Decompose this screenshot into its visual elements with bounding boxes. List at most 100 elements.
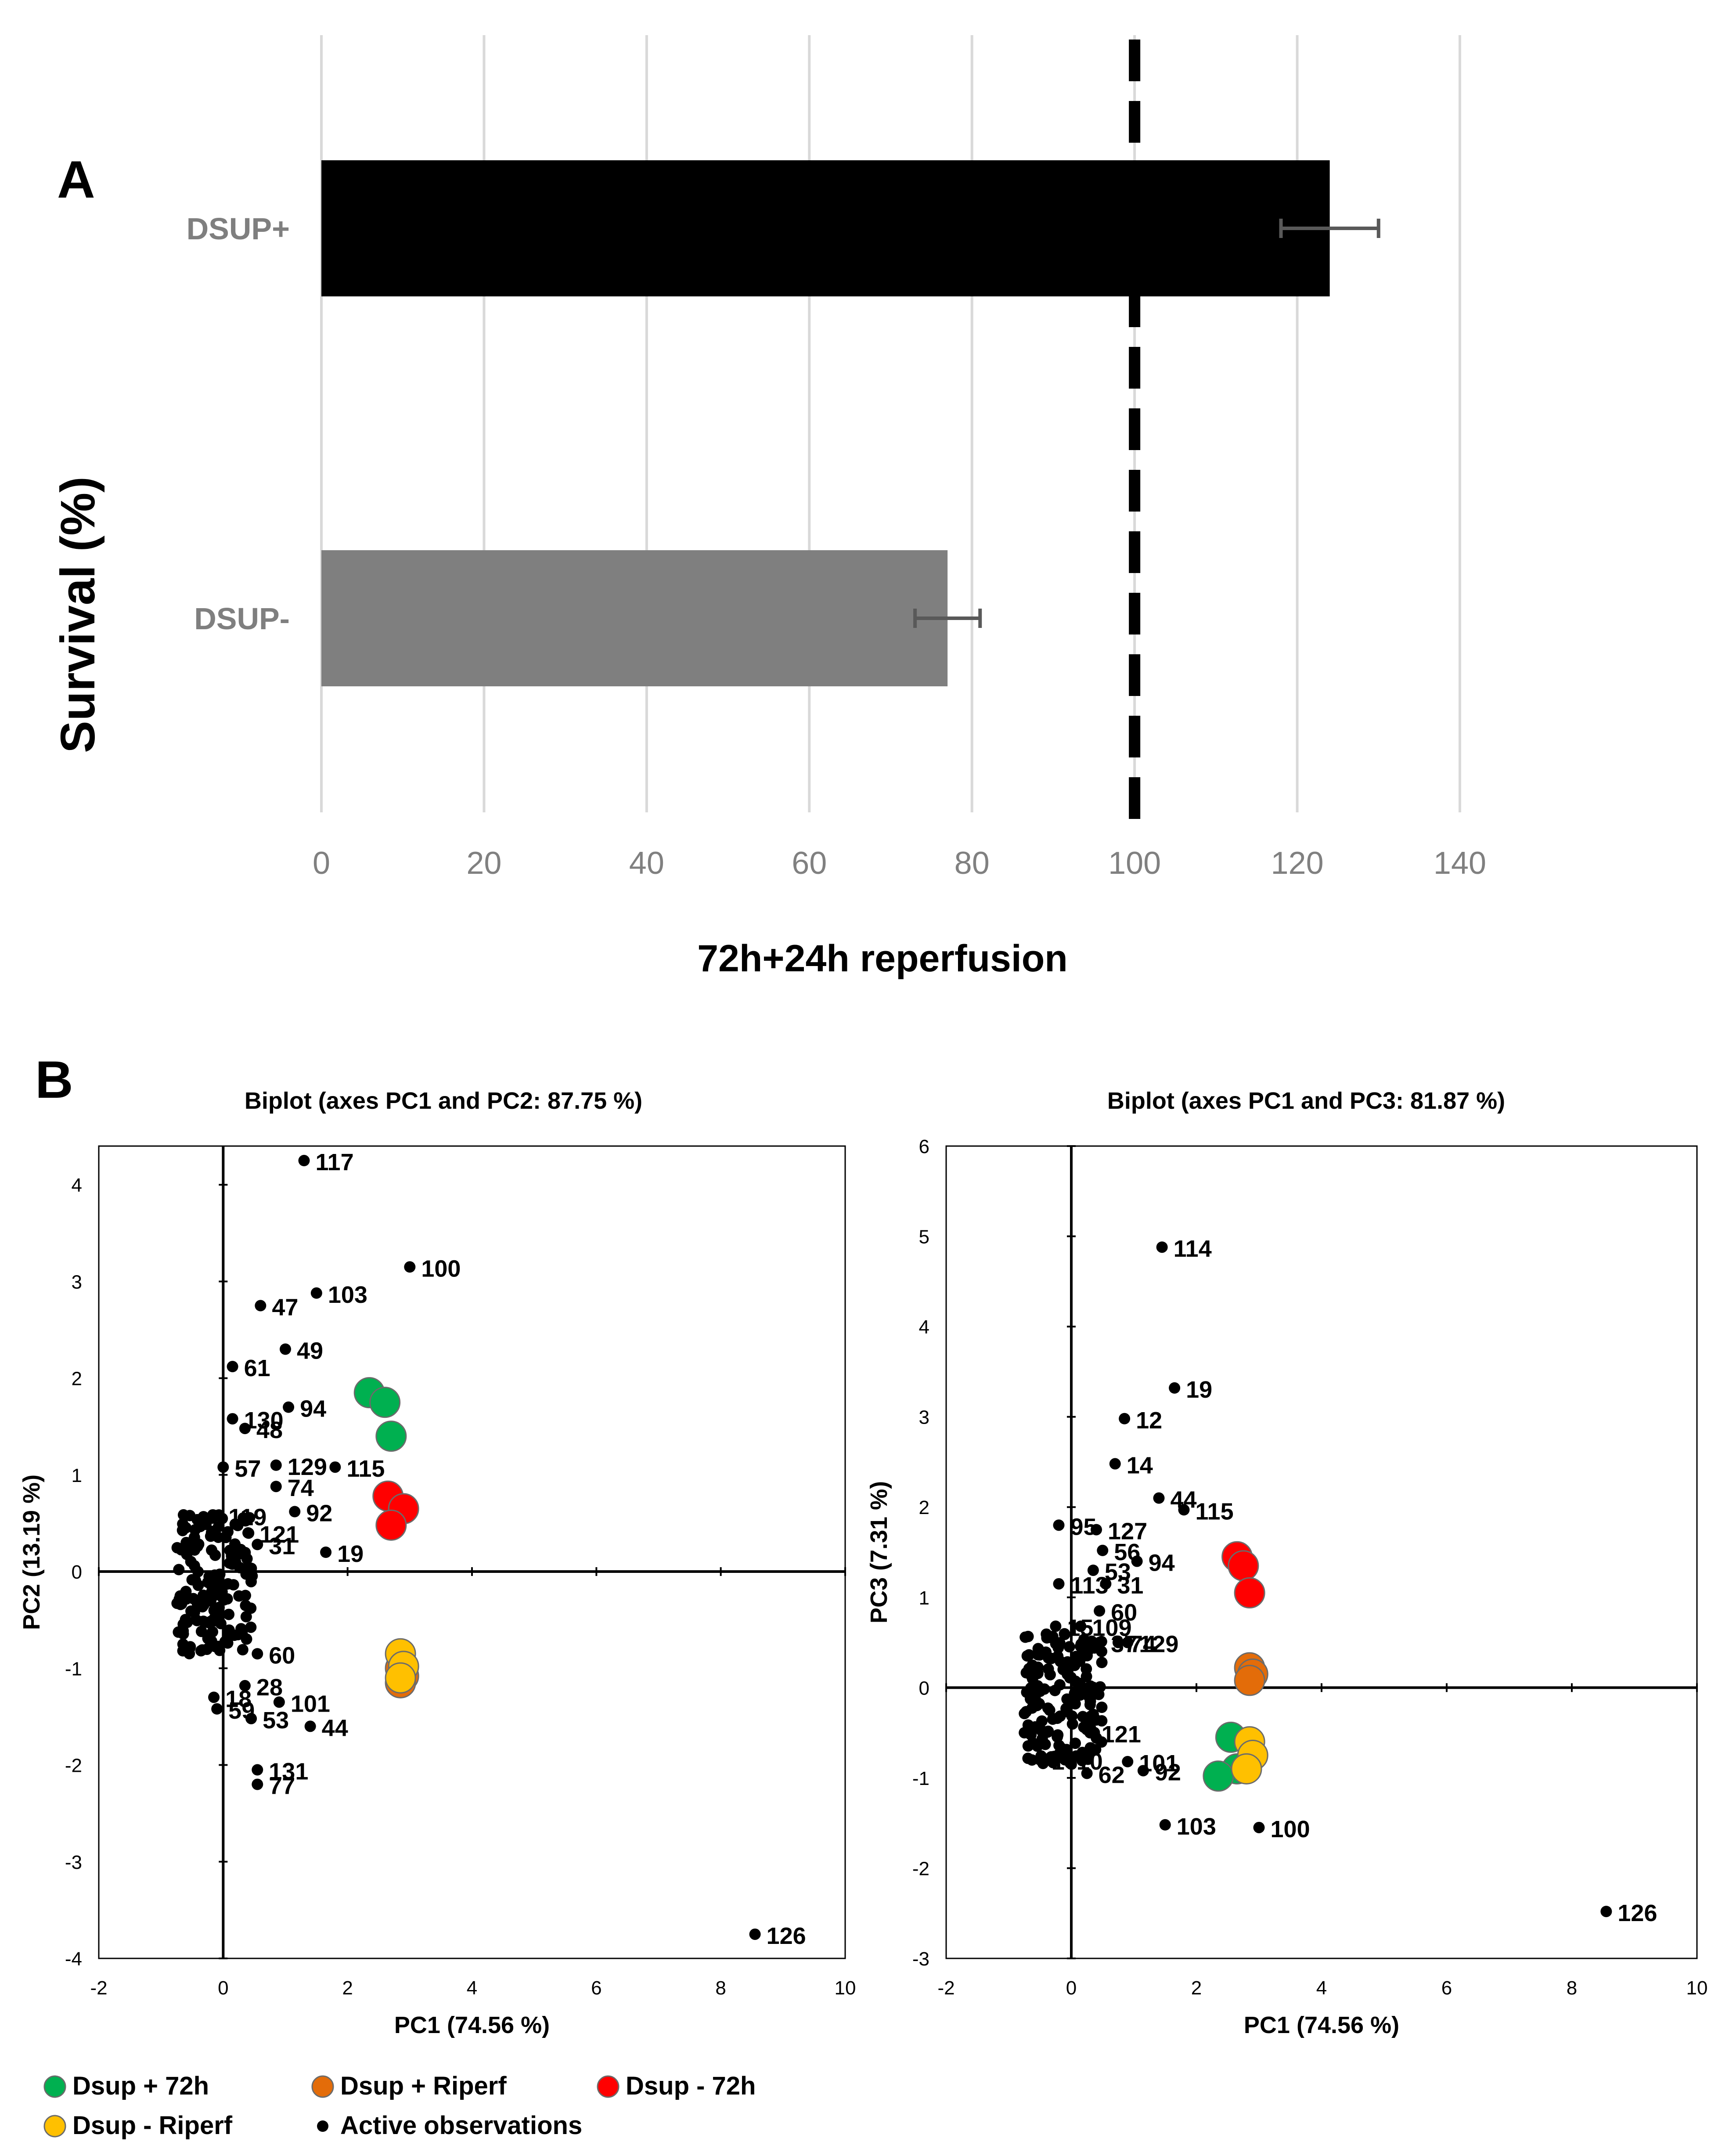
observation-point-37 — [1094, 1637, 1106, 1648]
observation-label-60: 60 — [269, 1642, 295, 1669]
survival-x-tick-label: 20 — [466, 846, 501, 881]
observation-point-101 — [1122, 1756, 1134, 1767]
observation-point-77 — [252, 1778, 263, 1790]
biplot-y-tick-label: -4 — [65, 1948, 82, 1970]
survival-x-tick-label: 140 — [1434, 846, 1486, 881]
active-observation-point — [229, 1518, 241, 1530]
observation-label-109: 109 — [1092, 1615, 1131, 1641]
active-observation-point — [218, 1594, 230, 1606]
active-observation-point — [173, 1564, 185, 1576]
active-observation-point — [1084, 1695, 1096, 1707]
observation-point-49 — [280, 1343, 291, 1355]
observation-label-131: 131 — [269, 1759, 308, 1785]
biplot-x-tick-label: 2 — [342, 1977, 353, 1999]
active-observation-point — [1096, 1657, 1108, 1669]
observation-label-47: 47 — [272, 1294, 298, 1320]
observation-point-61 — [227, 1361, 238, 1373]
group-point-dsup-riperf — [385, 1662, 416, 1694]
survival-x-axis-label: 72h+24h reperfusion — [697, 937, 1068, 980]
legend-marker — [317, 2120, 328, 2132]
active-observation-point — [1022, 1752, 1034, 1764]
legend-marker — [43, 2075, 66, 2098]
active-observation-point — [1084, 1742, 1096, 1754]
active-observation-point — [1096, 1715, 1108, 1727]
observation-point-101 — [273, 1696, 285, 1708]
biplot-y-tick-label: 0 — [72, 1561, 82, 1583]
group-point-dsup-72h — [369, 1387, 401, 1418]
active-observation-point — [1052, 1713, 1063, 1724]
observation-point-12 — [1119, 1413, 1131, 1424]
legend-label: Dsup + 72h — [72, 2072, 209, 2100]
biplot-x-tick-label: 0 — [1066, 1977, 1077, 1999]
observation-label-94: 94 — [1149, 1550, 1175, 1576]
active-observation-point — [235, 1623, 247, 1635]
active-observation-point — [1021, 1726, 1033, 1738]
active-observation-point — [180, 1522, 192, 1534]
active-observation-point — [177, 1509, 189, 1521]
observation-label-114: 114 — [1174, 1236, 1212, 1262]
active-observation-point — [177, 1638, 189, 1650]
active-observation-point — [1084, 1680, 1096, 1692]
active-observation-point — [1096, 1645, 1108, 1657]
biplot-title: Biplot (axes PC1 and PC2: 87.75 %) — [245, 1088, 642, 1114]
active-observation-point — [1052, 1731, 1063, 1743]
active-observation-point — [1025, 1682, 1037, 1694]
active-observation-point — [1042, 1702, 1054, 1714]
observation-point-100 — [404, 1261, 416, 1273]
active-observation-point — [1042, 1652, 1054, 1664]
biplot-pc1-pc3: Biplot (axes PC1 and PC3: 81.87 %) -2 0 2 4 6… — [866, 1088, 1707, 2038]
observation-label-126: 126 — [1617, 1900, 1657, 1926]
biplot-x-tick-label: 0 — [218, 1977, 228, 1999]
active-observation-point — [195, 1626, 207, 1637]
observation-point-56 — [1097, 1544, 1109, 1556]
active-observation-point — [240, 1611, 252, 1622]
observation-label-74: 74 — [1130, 1631, 1156, 1658]
observation-label-14: 14 — [1127, 1453, 1153, 1479]
survival-category-label: DSUP+ — [187, 212, 290, 246]
survival-bar-DSUP+ — [321, 160, 1330, 296]
observation-point-44 — [1153, 1492, 1165, 1504]
survival-bars — [321, 40, 1380, 826]
survival-x-tick-label: 120 — [1271, 846, 1324, 881]
group-point-dsup-riperf — [1231, 1753, 1262, 1785]
observation-label-62: 62 — [1099, 1762, 1125, 1788]
active-observation-point — [1059, 1628, 1070, 1640]
observation-point-129 — [270, 1459, 282, 1471]
legend-marker — [311, 2075, 334, 2098]
biplot-y-tick-label: 1 — [72, 1465, 82, 1486]
observation-label-61: 61 — [244, 1355, 270, 1381]
active-observation-point — [1070, 1738, 1081, 1749]
observation-point-44 — [304, 1720, 316, 1732]
active-observation-point — [1032, 1643, 1044, 1655]
active-observation-point — [223, 1608, 235, 1620]
observation-label-121: 121 — [259, 1521, 299, 1548]
panel-b-label: B — [35, 1050, 73, 1109]
active-observation-point — [1029, 1721, 1041, 1733]
observation-label-44: 44 — [322, 1715, 348, 1741]
observation-label-53: 53 — [263, 1707, 289, 1734]
group-point-dsup-72h — [1228, 1550, 1259, 1582]
observation-point-28 — [239, 1680, 251, 1691]
biplot-x-tick-label: 4 — [1316, 1977, 1327, 1999]
biplot-y-tick-label: 1 — [919, 1587, 929, 1609]
biplot-title: Biplot (axes PC1 and PC3: 81.87 %) — [1107, 1088, 1505, 1114]
active-observation-point — [1070, 1675, 1081, 1687]
biplot-y-tick-label: 2 — [72, 1368, 82, 1390]
observation-label-94: 94 — [300, 1396, 326, 1422]
active-observation-point — [1020, 1706, 1032, 1718]
observation-point-121 — [1084, 1727, 1096, 1739]
biplot-y-tick-label: 4 — [72, 1175, 82, 1196]
observation-point-94 — [1131, 1555, 1143, 1567]
observation-point-103 — [310, 1287, 322, 1299]
biplot-x-axis-label: PC1 (74.56 %) — [394, 2012, 550, 2038]
observation-label-28: 28 — [256, 1674, 283, 1701]
active-observation-point — [1096, 1702, 1108, 1713]
observation-point-117 — [298, 1155, 310, 1167]
active-observation-point — [190, 1614, 202, 1626]
observation-point-130 — [227, 1413, 238, 1425]
observation-point-15 — [1050, 1620, 1062, 1632]
active-observation-point — [1039, 1738, 1051, 1750]
active-observation-point — [1026, 1670, 1037, 1682]
